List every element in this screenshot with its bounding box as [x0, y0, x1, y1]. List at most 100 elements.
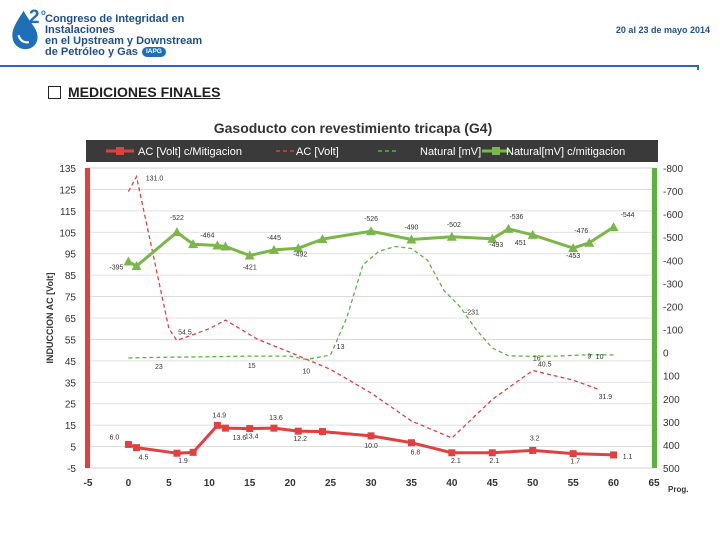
- data-label: -493: [489, 242, 503, 249]
- data-label: -445: [267, 235, 281, 242]
- series-marker: [610, 451, 618, 459]
- y-left-tick-label: 115: [60, 207, 76, 218]
- legend-marker: [492, 147, 500, 155]
- x-axis-label: Prog.: [668, 485, 688, 494]
- x-tick-label: 50: [527, 478, 539, 489]
- data-label: -490: [404, 225, 418, 232]
- series-marker: [366, 226, 376, 236]
- series-marker: [131, 261, 142, 271]
- conference-logo-icon: 2 o: [12, 7, 46, 50]
- series-marker: [246, 425, 254, 433]
- data-label: 1.7: [570, 459, 580, 466]
- y-left-tick-label: 5: [70, 443, 76, 454]
- data-label: 4.5: [139, 455, 149, 462]
- legend-marker: [116, 147, 124, 155]
- data-label: 10: [302, 369, 310, 376]
- conference-title-line-3: de Petróleo y Gas: [45, 46, 138, 58]
- series-marker: [268, 244, 279, 254]
- data-label: 6.0: [110, 434, 120, 441]
- data-label: 9: [587, 354, 591, 361]
- y-right-tick-label: 0: [663, 349, 669, 360]
- series-marker: [367, 432, 375, 440]
- y-left-tick-label: -5: [67, 464, 76, 475]
- series-marker: [608, 222, 619, 232]
- x-tick-label: 40: [446, 478, 458, 489]
- series-marker: [293, 243, 304, 253]
- series-marker: [584, 237, 595, 247]
- data-label: 13.6: [233, 435, 247, 442]
- series-marker: [244, 250, 255, 260]
- conference-title-line-2: en el Upstream y Downstream: [45, 35, 203, 47]
- series-marker: [133, 444, 141, 452]
- series-marker: [213, 421, 221, 429]
- header-divider: [0, 65, 697, 67]
- y-left-tick-label: 125: [59, 185, 76, 196]
- y-right-tick-label: 200: [663, 395, 680, 406]
- y-right-tick-label: -400: [663, 256, 683, 267]
- data-label: 31.9: [599, 394, 613, 401]
- right-axis-bar: [652, 168, 657, 468]
- data-label: -395: [109, 264, 123, 271]
- y-right-tick-label: -800: [663, 164, 683, 175]
- data-label: 13.6: [269, 415, 283, 422]
- series-marker: [171, 227, 182, 237]
- y-axis-label: INDUCCION AC [Volt]: [45, 273, 55, 364]
- series-marker: [569, 450, 577, 458]
- section-title: MEDICIONES FINALES: [68, 84, 221, 100]
- x-tick-label: 55: [568, 478, 580, 489]
- legend-label: Natural[mV] c/mitigacion: [506, 146, 625, 158]
- edition-number: 2: [29, 7, 40, 28]
- y-left-tick-label: 55: [65, 335, 77, 346]
- y-left-tick-label: 85: [65, 271, 77, 282]
- data-label: -231: [465, 309, 479, 316]
- conference-title-line-1: Congreso de Integridad en Instalaciones: [45, 13, 185, 36]
- y-right-tick-label: -500: [663, 233, 683, 244]
- series-marker: [318, 428, 326, 436]
- series-line: [127, 174, 598, 439]
- data-label: 54.5: [178, 330, 192, 337]
- data-label: -502: [447, 222, 461, 229]
- data-label: -464: [200, 233, 214, 240]
- data-label: 3.2: [530, 435, 540, 442]
- y-left-tick-label: 25: [65, 400, 77, 411]
- series-marker: [529, 446, 537, 454]
- data-label: 2.1: [451, 458, 461, 465]
- y-left-tick-label: 75: [65, 293, 77, 304]
- y-left-tick-label: 135: [59, 164, 76, 175]
- series-marker: [446, 231, 457, 241]
- header-divider-end: [697, 65, 699, 70]
- series-line: [128, 245, 614, 361]
- section-heading: MEDICIONES FINALES: [48, 84, 220, 100]
- data-label: 23: [155, 364, 163, 371]
- x-tick-label: 20: [285, 478, 297, 489]
- x-tick-label: 45: [487, 478, 499, 489]
- y-left-tick-label: 65: [65, 314, 77, 325]
- y-right-tick-label: -300: [663, 279, 683, 290]
- series-marker: [488, 449, 496, 457]
- y-right-tick-label: -600: [663, 210, 683, 221]
- x-tick-label: 30: [365, 478, 377, 489]
- y-left-tick-label: 35: [65, 378, 77, 389]
- series-marker: [317, 234, 328, 244]
- series-marker: [212, 240, 223, 250]
- series-marker: [503, 223, 514, 233]
- data-label: -526: [364, 216, 378, 223]
- data-label: -492: [293, 251, 307, 258]
- data-label: 16: [533, 355, 541, 362]
- data-label: 10.0: [364, 443, 378, 450]
- data-label: 131.0: [146, 176, 164, 183]
- data-label: 13: [337, 344, 345, 351]
- data-label: -522: [170, 215, 184, 222]
- series-marker: [188, 239, 199, 249]
- data-label: 451: [515, 240, 527, 247]
- y-left-tick-label: 105: [59, 228, 76, 239]
- y-left-tick-label: 15: [65, 421, 77, 432]
- data-label: 14.9: [213, 412, 227, 419]
- data-label: 1.9: [178, 458, 188, 465]
- x-tick-label: 35: [406, 478, 418, 489]
- series-marker: [407, 439, 415, 447]
- x-tick-label: 60: [608, 478, 620, 489]
- data-label: 40.5: [538, 362, 552, 369]
- series-marker: [270, 424, 278, 432]
